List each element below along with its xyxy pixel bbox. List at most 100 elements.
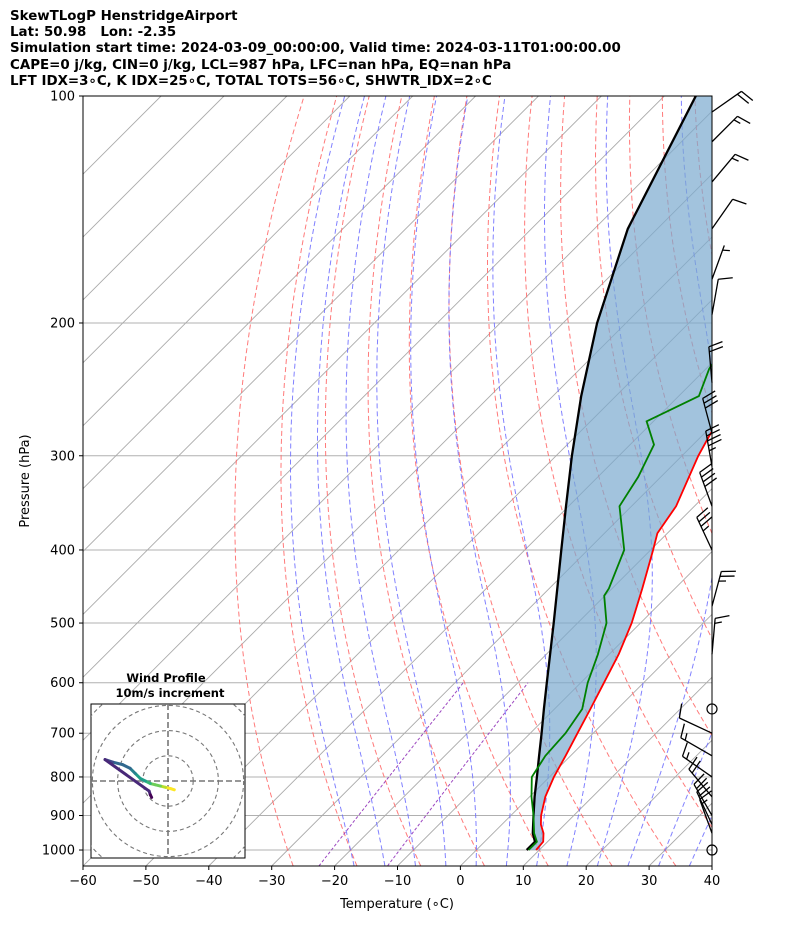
isotherm [83,96,225,238]
wind-barb [702,390,719,434]
barb-feather [718,277,733,280]
moist-adiabat [317,96,386,866]
barb-staff [711,198,734,230]
barb-feather [706,429,720,437]
y-tick-label: 700 [50,727,75,742]
barb-staff [711,279,719,315]
title-line-location: Lat: 50.98 Lon: -2.35 [10,25,177,41]
moist-adiabat [492,96,551,866]
wind-barb [699,463,717,507]
temperature-profile-line [535,430,712,851]
wind-barbs [678,90,754,856]
moist-adiabat [345,96,416,866]
title-line-station: SkewTLogP HenstridgeAirport [10,9,238,24]
barb-feather [702,390,716,399]
x-tick-label: 20 [578,874,595,889]
barb-feather [696,781,709,793]
barb-feather [703,395,717,404]
y-tick-label: 900 [50,809,75,824]
wind-barb [711,570,736,607]
dry-adiabat [234,96,305,866]
dewpoint-profile-line [527,362,712,851]
barb-staff [705,430,713,467]
barb-staff [696,517,713,551]
barb-feather [741,90,754,102]
wind-barb [711,277,733,315]
barb-staff [711,153,736,183]
isotherm [522,676,712,866]
cin-shading [526,96,712,850]
wind-barb [678,703,713,734]
isotherm [397,550,712,866]
x-tick-label: −10 [384,874,411,889]
isotherm [460,613,712,866]
isotherm [83,110,712,741]
x-tick-label: −60 [69,874,96,889]
y-tick-label: 1000 [42,844,75,859]
mixing-ratio-line [318,682,464,866]
barb-feather [678,703,683,719]
isotherm [83,96,665,678]
x-tick-label: −20 [321,874,348,889]
hodograph-subtitle: 10m/s increment [116,686,225,700]
y-tick-label: 400 [50,543,75,558]
barb-staff [711,115,738,143]
barb-staff [711,90,742,113]
isotherm [83,96,539,553]
dry-adiabat [728,96,794,866]
wind-barb [711,90,754,113]
barb-feather [691,760,701,774]
isotherm [83,96,602,616]
barb-half-feather [731,157,739,162]
barb-half-feather [733,119,741,124]
x-axis-ticks: −60 −50 −40 −30 −20 −10 0 10 20 30 40 [69,866,720,889]
wind-barb [711,115,751,143]
wind-barb [711,245,730,280]
barb-feather [734,153,749,161]
barb-half-feather [722,249,730,252]
dry-adiabat [760,96,794,866]
wind-barb [711,198,747,230]
isotherm [271,425,712,866]
y-axis-label: Pressure (hPa) [18,434,33,527]
barb-staff [711,618,716,655]
isotherm [83,96,351,364]
x-tick-label: 0 [456,874,464,889]
hodograph-title: Wind Profile [126,671,206,685]
barb-feather [708,341,723,348]
barb-feather [736,93,750,104]
isotherm [334,487,712,866]
barb-staff [693,784,713,816]
hodograph-segment [148,793,154,799]
dry-adiabat [367,96,485,866]
x-tick-label: −50 [132,874,159,889]
x-tick-label: 30 [641,874,658,889]
cin-area [526,96,712,850]
barb-feather [696,507,709,518]
title-line-cape: CAPE=0 j/kg, CIN=0 j/kg, LCL=987 hPa, LF… [10,57,512,73]
dry-adiabat [280,96,358,866]
wind-barb [696,507,713,551]
y-tick-label: 500 [50,617,75,632]
wind-barb [681,742,713,778]
dry-adiabat [324,96,422,866]
y-tick-label: 800 [50,770,75,785]
mixing-ratio-line [387,682,529,866]
barb-staff [682,755,713,778]
barb-half-feather [685,752,690,760]
barb-staff [680,737,713,757]
barb-staff [711,571,722,607]
barb-feather [704,477,717,488]
y-tick-label: 100 [50,90,75,105]
y-tick-label: 300 [50,449,75,464]
barb-feather [698,511,711,523]
moist-adiabat [290,96,355,866]
barb-feather [702,472,716,483]
dry-adiabat [524,96,712,829]
x-axis-label: Temperature (∘C) [339,897,454,912]
moist-adiabat [376,96,447,866]
x-tick-label: 10 [515,874,532,889]
dry-adiabat [408,96,549,866]
dry-adiabat [448,96,613,866]
